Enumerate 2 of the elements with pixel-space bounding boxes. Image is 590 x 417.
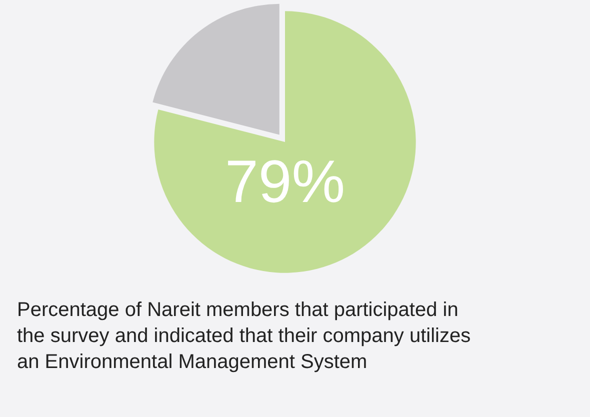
text: Percentage of Nareit members that participated in the survey and indicated that their company utilizes an Environmental Management System	[17, 299, 471, 373]
data-label: 79%	[225, 148, 346, 215]
